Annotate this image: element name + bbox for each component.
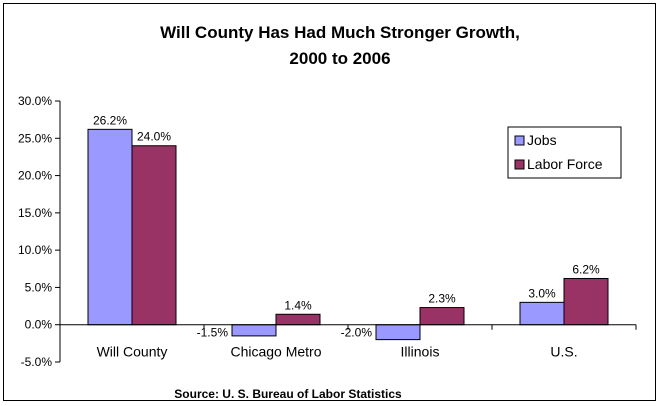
y-tick-label: 0.0% bbox=[25, 318, 53, 332]
data-labels: 26.2% 24.0% -1.5% 1.4% -2.0% 2.3% 3.0% 6.2% bbox=[93, 113, 600, 339]
bar-labor-force bbox=[419, 307, 465, 326]
chart-title-line-1: Will County Has Had Much Stronger Growth… bbox=[160, 23, 520, 42]
bar-labor-force bbox=[131, 145, 177, 326]
chart-source: Source: U. S. Bureau of Labor Statistics bbox=[174, 387, 402, 401]
legend-swatch-jobs bbox=[514, 135, 525, 146]
data-label: -2.0% bbox=[341, 326, 373, 340]
y-tick-label: 10.0% bbox=[18, 243, 52, 257]
bar-jobs bbox=[231, 324, 277, 337]
bar-labor-force bbox=[275, 313, 321, 326]
x-category-label: U.S. bbox=[550, 344, 577, 360]
y-axis: 30.0% 25.0% 20.0% 15.0% 10.0% 5.0% 0.0% -5.0% bbox=[18, 94, 61, 369]
bar-labor-force bbox=[563, 277, 609, 326]
bar-jobs bbox=[87, 128, 133, 326]
data-label: 24.0% bbox=[137, 130, 171, 144]
bar-jobs bbox=[519, 301, 565, 326]
bars bbox=[87, 128, 609, 341]
chart-title-line-2: 2000 to 2006 bbox=[289, 49, 390, 68]
y-tick-label: 25.0% bbox=[18, 131, 52, 145]
y-tick-label: -5.0% bbox=[21, 355, 53, 369]
x-axis: Will County Chicago Metro Illinois U.S. bbox=[59, 324, 637, 360]
y-tick-label: 15.0% bbox=[18, 206, 52, 220]
legend: Jobs Labor Force bbox=[507, 126, 622, 179]
data-label: -1.5% bbox=[197, 326, 229, 340]
bar-jobs bbox=[375, 324, 421, 341]
x-category-label: Will County bbox=[97, 344, 168, 360]
data-label: 2.3% bbox=[428, 292, 456, 306]
y-tick-label: 20.0% bbox=[18, 169, 52, 183]
data-label: 3.0% bbox=[528, 286, 556, 300]
data-label: 1.4% bbox=[284, 298, 312, 312]
data-label: 26.2% bbox=[93, 113, 127, 127]
x-category-label: Illinois bbox=[401, 344, 440, 360]
data-label: 6.2% bbox=[572, 262, 600, 276]
legend-label-jobs: Jobs bbox=[527, 132, 557, 148]
y-tick-label: 30.0% bbox=[18, 94, 52, 108]
legend-swatch-labor-force bbox=[514, 159, 525, 170]
legend-box bbox=[507, 126, 622, 179]
legend-label-labor-force: Labor Force bbox=[527, 156, 603, 172]
y-tick-label: 5.0% bbox=[25, 280, 53, 294]
x-category-label: Chicago Metro bbox=[230, 344, 321, 360]
